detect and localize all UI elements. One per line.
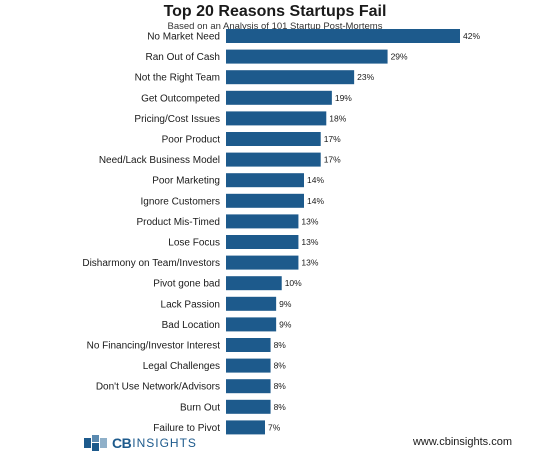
- category-label: Poor Product: [162, 135, 221, 146]
- value-label: 14%: [307, 196, 324, 206]
- value-label: 8%: [274, 361, 287, 371]
- value-label: 7%: [268, 422, 281, 432]
- value-label: 42%: [463, 31, 480, 41]
- value-label: 19%: [335, 93, 352, 103]
- bar: [226, 317, 277, 332]
- bar: [226, 358, 271, 373]
- category-label: Don't Use Network/Advisors: [96, 382, 220, 393]
- category-label: Pivot gone bad: [153, 279, 220, 290]
- value-label: 9%: [279, 319, 292, 329]
- bar: [226, 255, 299, 270]
- logo-insights-text: INSIGHTS: [132, 436, 197, 450]
- category-label: Disharmony on Team/Investors: [82, 258, 220, 269]
- bar: [226, 296, 277, 311]
- bar: [226, 399, 271, 414]
- category-label: Need/Lack Business Model: [99, 155, 220, 166]
- bar: [226, 276, 282, 291]
- category-label: Bad Location: [162, 320, 220, 331]
- bar: [226, 90, 332, 105]
- value-label: 23%: [357, 72, 374, 82]
- cb-insights-logo: CB INSIGHTS: [84, 434, 197, 452]
- category-label: Pricing/Cost Issues: [134, 114, 220, 125]
- bar: [226, 420, 265, 435]
- category-label: Get Outcompeted: [141, 93, 220, 104]
- category-label: Not the Right Team: [135, 73, 220, 84]
- category-label: No Market Need: [147, 32, 220, 43]
- logo-cb-text: CB: [112, 435, 132, 451]
- value-label: 9%: [279, 299, 292, 309]
- category-label: Poor Marketing: [152, 176, 220, 187]
- chart-title: Top 20 Reasons Startups Fail: [163, 3, 387, 20]
- category-label: Legal Challenges: [143, 361, 220, 372]
- value-label: 13%: [301, 237, 318, 247]
- value-label: 18%: [329, 113, 346, 123]
- category-label: Product Mis-Timed: [136, 217, 220, 228]
- cb-logo-icon: [84, 435, 107, 451]
- category-label: Lack Passion: [161, 299, 220, 310]
- value-label: 13%: [301, 216, 318, 226]
- bar: [226, 29, 460, 43]
- value-label: 8%: [274, 340, 287, 350]
- value-label: 13%: [301, 258, 318, 268]
- source-url: www.cbinsights.com: [412, 436, 512, 448]
- bar: [226, 173, 304, 188]
- bar: [226, 132, 321, 146]
- bar: [226, 338, 271, 352]
- bar: [226, 379, 271, 394]
- chart-subtitle: Based on an Analysis of 101 Startup Post…: [167, 21, 383, 32]
- bar: [226, 152, 321, 167]
- category-label: Ran Out of Cash: [146, 52, 220, 63]
- value-label: 8%: [274, 381, 287, 391]
- bar: [226, 70, 355, 85]
- value-label: 29%: [391, 52, 408, 62]
- category-label: Lose Focus: [168, 238, 220, 249]
- bar: [226, 193, 304, 208]
- category-label: Ignore Customers: [141, 196, 220, 207]
- category-label: Failure to Pivot: [153, 423, 220, 434]
- value-label: 14%: [307, 175, 324, 185]
- bar: [226, 214, 299, 229]
- value-label: 10%: [285, 278, 302, 288]
- bar: [226, 49, 388, 64]
- category-label: Burn Out: [180, 402, 220, 413]
- value-label: 17%: [324, 134, 341, 144]
- category-label: No Financing/Investor Interest: [87, 341, 221, 352]
- value-label: 8%: [274, 402, 287, 412]
- bar: [226, 235, 299, 249]
- value-label: 17%: [324, 155, 341, 165]
- bar: [226, 111, 327, 126]
